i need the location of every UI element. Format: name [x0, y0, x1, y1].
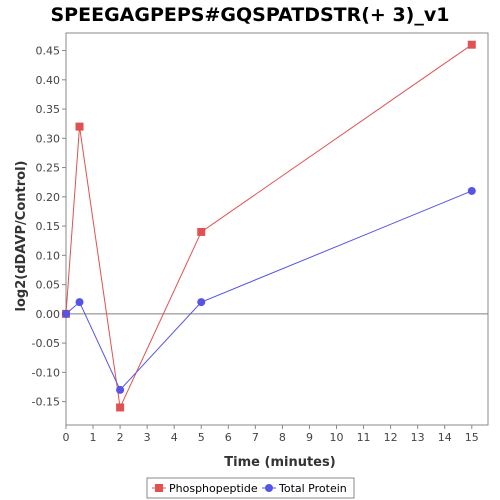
- x-axis: 0 1 2 3 4 5 6 7 8 9 10 11 12 13 14 15: [63, 425, 479, 444]
- y-tick-label: 0.10: [36, 249, 61, 262]
- y-tick-label: 0.30: [36, 132, 61, 145]
- x-tick-label: 12: [384, 431, 398, 444]
- phosphopeptide-point: [197, 227, 206, 236]
- x-tick-label: 3: [144, 431, 151, 444]
- x-tick-label: 4: [171, 431, 178, 444]
- y-tick-label: 0.40: [36, 74, 61, 87]
- y-tick-label: -0.10: [32, 366, 60, 379]
- total-protein-point: [75, 298, 84, 307]
- y-tick-label: -0.15: [32, 396, 60, 409]
- y-tick-label: 0.45: [36, 45, 61, 58]
- x-axis-label: Time (minutes): [224, 455, 335, 470]
- x-tick-label: 13: [411, 431, 425, 444]
- chart-title: SPEEGAGPEPS#GQSPATDSTR(+ 3)_v1: [51, 4, 450, 26]
- x-tick-label: 14: [438, 431, 452, 444]
- legend: Phosphopeptide Total Protein: [146, 477, 355, 499]
- y-tick-label: 0.15: [36, 220, 61, 233]
- y-axis: -0.15 -0.10 -0.05 0.00 0.05 0.10 0.15 0.20 0.25 0…: [32, 45, 66, 409]
- legend-phosphopeptide-label: Phosphopeptide: [169, 482, 258, 495]
- legend-box: [146, 477, 355, 499]
- total-protein-point: [116, 385, 125, 394]
- y-tick-label: 0.25: [36, 162, 61, 175]
- x-tick-label: 8: [279, 431, 286, 444]
- x-tick-label: 10: [330, 431, 344, 444]
- x-tick-label: 1: [90, 431, 97, 444]
- phosphopeptide-point: [467, 40, 476, 49]
- total-protein-point: [62, 309, 70, 318]
- x-tick-label: 15: [465, 431, 479, 444]
- y-tick-label: -0.05: [32, 337, 60, 350]
- legend-total-protein-marker: [265, 484, 273, 492]
- x-tick-label: 6: [225, 431, 232, 444]
- x-tick-label: 7: [252, 431, 259, 444]
- x-tick-label: 0: [63, 431, 70, 444]
- x-tick-label: 5: [198, 431, 205, 444]
- phosphopeptide-point: [75, 122, 84, 131]
- x-tick-label: 11: [357, 431, 371, 444]
- phosphopeptide-point: [116, 403, 125, 412]
- y-tick-label: 0.20: [36, 191, 61, 204]
- legend-total-protein-label: Total Protein: [278, 482, 347, 495]
- y-tick-label: 0.00: [36, 308, 61, 321]
- x-tick-label: 2: [117, 431, 124, 444]
- y-tick-label: 0.05: [36, 279, 61, 292]
- x-tick-label: 9: [306, 431, 313, 444]
- y-tick-label: 0.35: [36, 103, 61, 116]
- plot-background: [65, 32, 489, 426]
- y-axis-label: log2(dDAVP/Control): [14, 161, 29, 312]
- series-layer: [62, 40, 476, 412]
- legend-phosphopeptide-marker: [155, 484, 163, 492]
- total-protein-point: [197, 298, 206, 307]
- total-protein-point: [467, 186, 476, 195]
- plot-area: [65, 32, 489, 426]
